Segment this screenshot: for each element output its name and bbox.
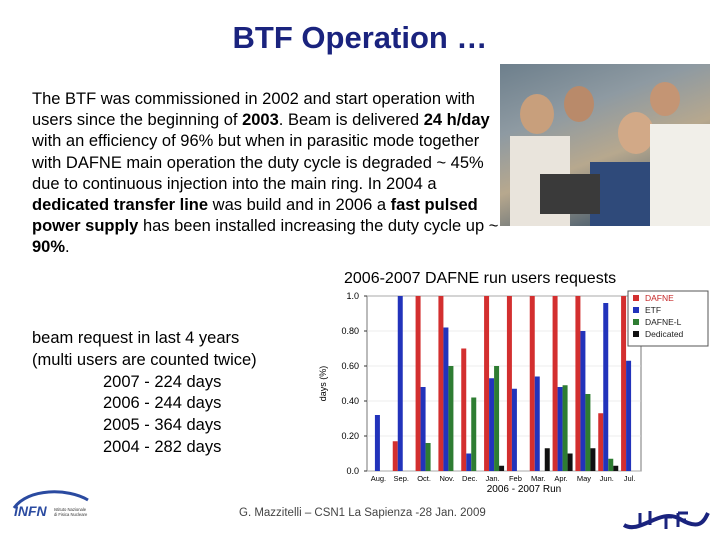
summary-intro: beam request in last 4 years (32, 329, 240, 347)
infn-logo: INFN Istituto Nazionale di Fisica Nuclea… (12, 490, 89, 519)
bar-dafne-l (448, 366, 454, 471)
x-tick-label: Jan. (485, 474, 499, 483)
bar-dafne (598, 413, 604, 471)
bar-dafne-l (471, 397, 477, 471)
y-axis-label: days (%) (318, 366, 328, 402)
x-tick-label: Apr. (554, 474, 567, 483)
bar-dafne-l (585, 394, 591, 471)
beam-summary: beam request in last 4 years (multi user… (32, 328, 257, 459)
bar-dafne (392, 441, 398, 471)
summary-line-2007: 2007 - 224 days (103, 372, 222, 391)
legend-label: Dedicated (645, 329, 684, 339)
bar-etf (374, 415, 380, 471)
paragraph-highlight: dedicated transfer line (32, 196, 209, 215)
bar-etf (443, 327, 449, 471)
bar-dedicated (613, 465, 619, 471)
bar-etf (626, 360, 632, 471)
summary-line-2004: 2004 - 282 days (103, 437, 222, 456)
x-axis-label: 2006 - 2007 Run (487, 484, 562, 495)
team-photo (500, 64, 710, 226)
x-tick-label: Aug. (371, 474, 386, 483)
summary-line-2005: 2005 - 364 days (103, 416, 222, 435)
bar-etf (557, 387, 563, 471)
svg-text:Istituto Nazionale di Fisi: Istituto Nazionale di Fisica Nucleare (54, 507, 88, 517)
bar-dedicated (544, 448, 550, 471)
bar-dafne-l (425, 443, 431, 471)
x-tick-label: Jun. (600, 474, 614, 483)
legend-box (627, 290, 709, 347)
bar-etf (489, 378, 495, 471)
summary-line-2006: 2006 - 244 days (103, 394, 222, 413)
legend-swatch (633, 295, 639, 301)
bar-dafne (552, 296, 558, 471)
paragraph-highlight: 2003 (242, 111, 279, 130)
bar-dafne (575, 296, 581, 471)
y-tick-label: 0.80 (341, 326, 359, 336)
paragraph-highlight: fast pulsed power supply (32, 196, 478, 236)
legend-swatch (633, 307, 639, 313)
bar-dafne (621, 296, 627, 471)
bar-dafne (506, 296, 512, 471)
legend-swatch (633, 331, 639, 337)
bar-etf (397, 296, 403, 471)
bar-etf (603, 303, 609, 471)
chart-caption: 2006-2007 DAFNE run users requests (344, 270, 617, 287)
bar-dafne-l (608, 458, 614, 471)
bar-etf (511, 388, 517, 471)
x-tick-label: Sep. (394, 474, 409, 483)
bar-dafne (484, 296, 490, 471)
y-tick-label: 0.20 (341, 431, 359, 441)
y-tick-label: 0.60 (341, 361, 359, 371)
paragraph-text: has been installed increasing the duty c… (138, 217, 499, 236)
btf-logo (622, 511, 710, 530)
legend-label: DAFNE-L (645, 317, 682, 327)
paragraph-text: with an efficiency of 96% but when in pa… (32, 132, 484, 193)
x-tick-label: Jul. (624, 474, 636, 483)
bar-etf (534, 376, 540, 471)
bar-dafne (461, 348, 467, 471)
bar-dafne (529, 296, 535, 471)
legend-label: DAFNE (645, 293, 674, 303)
bar-dafne (438, 296, 444, 471)
plot-frame (366, 295, 642, 472)
paragraph-text: was build and in 2006 a (208, 196, 391, 215)
bar-dedicated (499, 465, 505, 471)
infn-logo-text: INFN (14, 503, 48, 519)
x-tick-label: Mar. (531, 474, 546, 483)
y-tick-label: 1.0 (346, 291, 359, 301)
bar-etf (580, 331, 586, 471)
paragraph-text: . (65, 238, 70, 257)
slide-footer: G. Mazzitelli – CSN1 La Sapienza -28 Jan… (239, 507, 486, 519)
paragraph-highlight: 24 h/day (423, 111, 490, 130)
legend-label: ETF (645, 305, 661, 315)
slide-title: BTF Operation … (232, 20, 488, 55)
y-tick-label: 0.0 (346, 466, 359, 476)
paragraph-highlight: 90% (32, 238, 66, 257)
x-tick-label: Feb (509, 474, 522, 483)
bar-dafne-l (562, 385, 568, 471)
bar-etf (420, 387, 426, 471)
legend-swatch (633, 319, 639, 325)
paragraph-text: . Beam is delivered (278, 111, 424, 130)
bar-dafne (415, 296, 421, 471)
x-tick-label: Dec. (462, 474, 477, 483)
bar-dafne-l (494, 366, 500, 471)
x-tick-label: May (577, 474, 591, 483)
intro-paragraph: The BTF was commissioned in 2002 and sta… (32, 89, 502, 259)
bar-etf (466, 453, 472, 471)
paragraph-text: The BTF was commissioned in 2002 and sta… (32, 90, 475, 130)
summary-intro-note: (multi users are counted twice) (32, 350, 257, 369)
x-tick-label: Nov. (439, 474, 454, 483)
users-requests-chart: 0.0 0.20 0.40 0.60 0.80 1.0 days (%) Aug. Sep. Oc… (318, 290, 709, 495)
bar-dedicated (567, 453, 573, 471)
y-tick-label: 0.40 (341, 396, 359, 406)
x-tick-label: Oct. (417, 474, 431, 483)
bar-dedicated (590, 448, 596, 471)
